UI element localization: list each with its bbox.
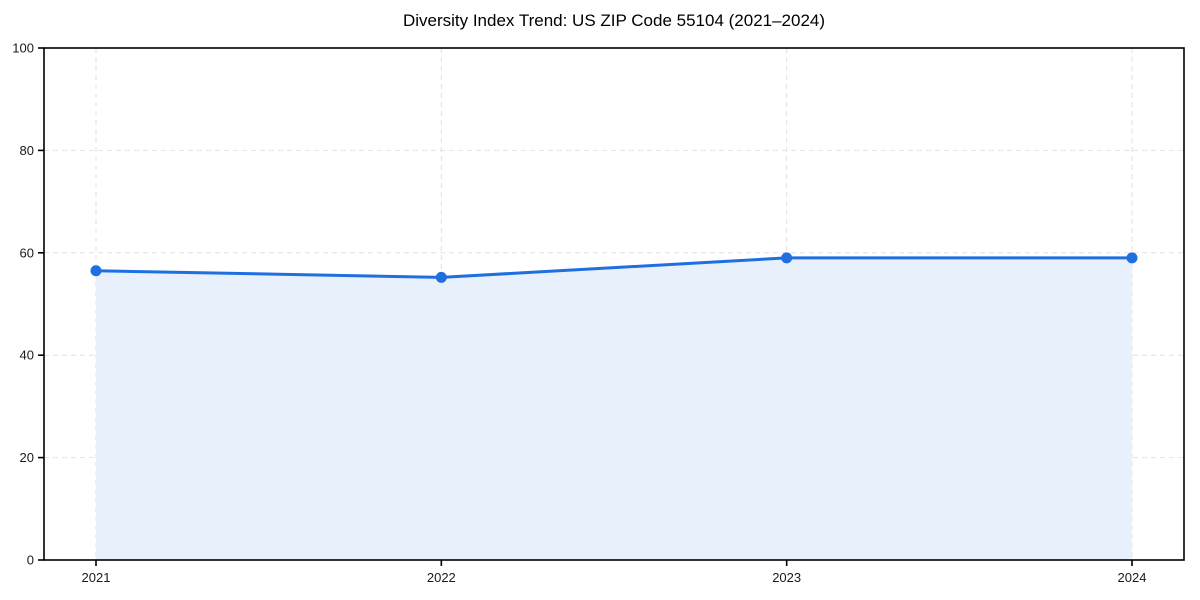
trend-line (94, 256, 1134, 279)
y-tick-label: 60 (20, 245, 34, 260)
data-point-marker (1126, 252, 1138, 264)
data-point-marker (781, 252, 793, 264)
chart-title: Diversity Index Trend: US ZIP Code 55104… (402, 11, 826, 30)
y-tick-label: 80 (20, 143, 34, 158)
x-tick-label: 2022 (427, 570, 456, 585)
y-tick-label: 0 (27, 553, 34, 568)
y-tick-label: 100 (12, 41, 34, 56)
area-fill (96, 257, 1132, 560)
data-point-marker (90, 265, 102, 277)
y-tick-label: 40 (20, 348, 34, 363)
x-tick-label: 2024 (1118, 570, 1147, 585)
plot-border (43, 47, 1185, 561)
y-tick-label: 20 (20, 450, 34, 465)
data-point-marker (435, 271, 447, 283)
x-tick-label: 2021 (82, 570, 111, 585)
x-tick-label: 2023 (772, 570, 801, 585)
